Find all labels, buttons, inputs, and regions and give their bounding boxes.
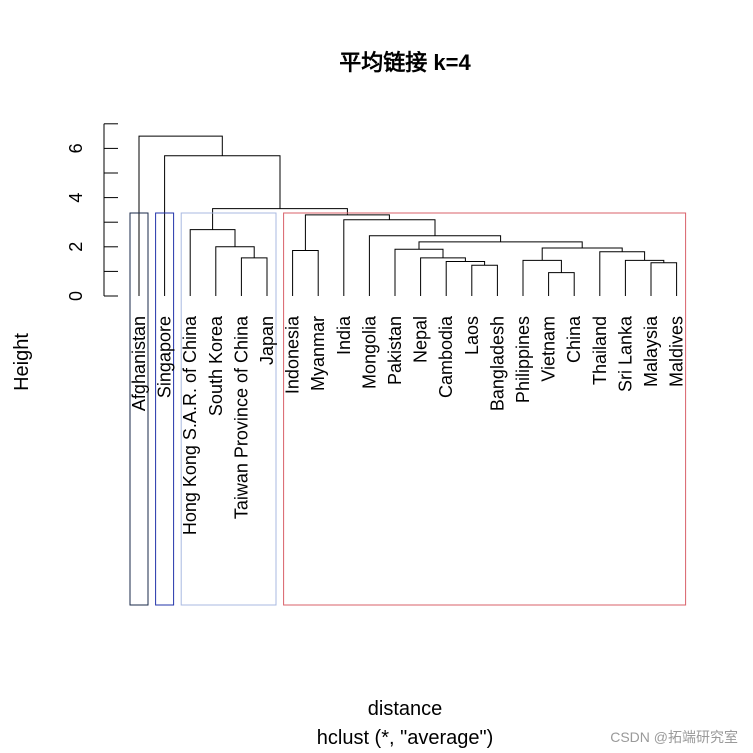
dendrogram-link (164, 155, 281, 296)
leaf-labels: Afghanistan Singapore Hong Kong S.A.R. of … (129, 315, 687, 535)
y-tick-label: 6 (66, 143, 86, 153)
leaf-label: Mongolia (359, 315, 379, 389)
leaf-label: Nepal (411, 316, 431, 363)
leaf-label: Myanmar (308, 316, 328, 391)
watermark-text: CSDN @拓端研究室 (610, 729, 738, 745)
y-axis: 0 2 4 6 (66, 123, 118, 301)
leaf-label: Maldives (667, 316, 687, 387)
chart-title: 平均链接 k=4 (339, 50, 471, 75)
dendrogram-links (138, 135, 678, 296)
dendrogram-link (445, 261, 486, 296)
x-axis-title: distance (368, 698, 443, 720)
leaf-label: Singapore (155, 316, 175, 398)
dendrogram-link (212, 208, 348, 230)
leaf-label: Bangladesh (487, 316, 507, 411)
dendrogram-link (624, 259, 665, 296)
leaf-label: India (334, 315, 354, 355)
dendrogram-link (394, 248, 444, 296)
dendrogram-link (240, 257, 268, 296)
y-tick-label: 0 (66, 291, 86, 301)
y-tick-label: 2 (66, 242, 86, 252)
y-axis-title: Height (11, 333, 33, 391)
leaf-label: Cambodia (436, 315, 456, 398)
cluster-rect (180, 212, 277, 606)
dendrogram-link (215, 246, 255, 296)
leaf-label: Afghanistan (129, 316, 149, 411)
dendrogram-link (599, 251, 646, 296)
dendrogram-link (541, 247, 623, 261)
dendrogram-link (138, 135, 223, 296)
leaf-label: Taiwan Province of China (231, 315, 251, 519)
leaf-label: South Korea (206, 315, 226, 416)
leaf-label: Malaysia (641, 315, 661, 387)
dendrogram-link (368, 235, 502, 296)
leaf-label: Indonesia (283, 315, 303, 394)
dendrogram-link (522, 259, 562, 296)
dendrogram-link (650, 262, 678, 296)
leaf-label: Sri Lanka (615, 315, 635, 392)
leaf-label: Philippines (513, 316, 533, 403)
cluster-rect (129, 212, 149, 606)
dendrogram-link (471, 264, 498, 296)
y-tick-label: 4 (66, 193, 86, 203)
leaf-label: China (564, 315, 584, 363)
cluster-rectangles (129, 212, 687, 606)
leaf-label: Japan (257, 316, 277, 365)
dendrogram-link (189, 229, 236, 296)
dendrogram-link (420, 257, 466, 296)
cluster-rect (155, 212, 175, 606)
dendrogram-link (292, 249, 319, 296)
leaf-label: Thailand (590, 316, 610, 385)
dendrogram-link (548, 272, 575, 296)
leaf-label: Vietnam (539, 316, 559, 382)
leaf-label: Laos (462, 316, 482, 355)
cluster-rect (283, 212, 687, 606)
leaf-label: Pakistan (385, 316, 405, 385)
method-subtitle: hclust (*, "average") (317, 727, 494, 749)
leaf-label: Hong Kong S.A.R. of China (180, 315, 200, 535)
